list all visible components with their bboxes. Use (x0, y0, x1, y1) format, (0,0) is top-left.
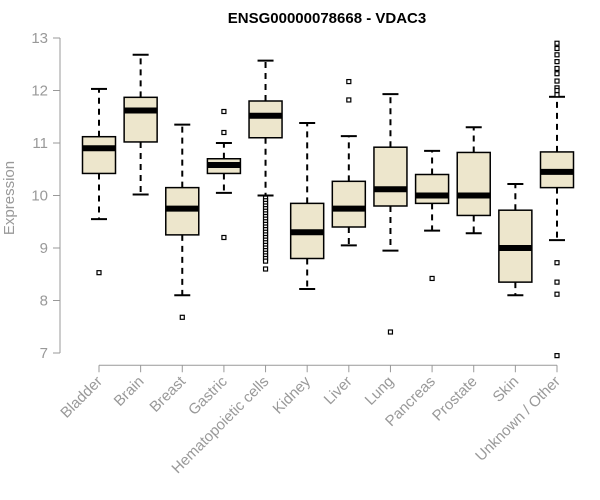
outlier-point (554, 71, 560, 77)
chart-title: ENSG00000078668 - VDAC3 (228, 10, 426, 27)
box-gastric (206, 108, 242, 241)
iqr-box (123, 96, 158, 143)
x-tick-label: Bladder (57, 373, 106, 422)
box-skin (498, 182, 533, 297)
outlier-point (346, 97, 352, 103)
box-prostate (456, 126, 491, 235)
x-tick-label: Lung (362, 373, 398, 409)
y-tick-label: 11 (32, 135, 48, 152)
box-hematopoietic-cells (248, 59, 283, 272)
outlier-point (429, 275, 435, 282)
iqr-box (414, 173, 450, 205)
iqr-box (248, 100, 283, 139)
box-lung (373, 93, 408, 335)
x-tick-label: Prostate (429, 373, 481, 425)
outlier-point (554, 92, 560, 98)
outlier-point (346, 78, 352, 85)
y-tick-label: 7 (40, 345, 48, 362)
x-tick-label: Brain (111, 373, 148, 410)
x-tick-label: Breast (146, 372, 189, 415)
box-brain (123, 53, 158, 196)
outlier-point (96, 270, 102, 276)
y-tick-label: 9 (40, 240, 48, 257)
box-breast (165, 123, 200, 320)
outlier-point (387, 329, 394, 335)
outlier-point (221, 129, 227, 136)
outlier-point (554, 40, 560, 46)
iqr-box (331, 180, 367, 228)
box-bladder (81, 87, 117, 276)
outlier-point (554, 78, 560, 84)
y-tick-label: 10 (31, 188, 48, 205)
outlier-point (554, 260, 560, 266)
outlier-point (554, 52, 560, 58)
boxes-group (81, 40, 575, 359)
x-tick-label: Liver (321, 373, 356, 408)
outlier-point (262, 266, 269, 272)
outlier-point (554, 59, 560, 65)
y-tick-label: 12 (31, 83, 48, 100)
outlier-point (554, 65, 560, 72)
iqr-box (456, 151, 491, 217)
box-kidney (289, 122, 325, 290)
outlier-point (221, 108, 227, 115)
outlier-point (554, 353, 560, 359)
box-pancreas (414, 149, 450, 282)
outlier-point (262, 258, 269, 264)
outlier-point (554, 87, 560, 94)
outlier-point (221, 234, 227, 241)
box-unknown-other (539, 40, 575, 359)
y-axis: 7 8 9 10 11 12 13 (31, 30, 61, 362)
y-tick-label: 8 (40, 293, 48, 310)
outlier-point (554, 45, 560, 52)
outlier-point (179, 314, 185, 320)
y-axis-label: Expression (1, 161, 18, 235)
x-tick-label: Kidney (270, 373, 315, 418)
outlier-point (554, 279, 560, 285)
y-tick-label: 13 (31, 30, 48, 47)
box-liver (331, 78, 367, 247)
iqr-box (373, 146, 408, 207)
outlier-point (554, 291, 560, 297)
iqr-box (81, 135, 117, 175)
x-tick-label: Skin (490, 373, 523, 406)
